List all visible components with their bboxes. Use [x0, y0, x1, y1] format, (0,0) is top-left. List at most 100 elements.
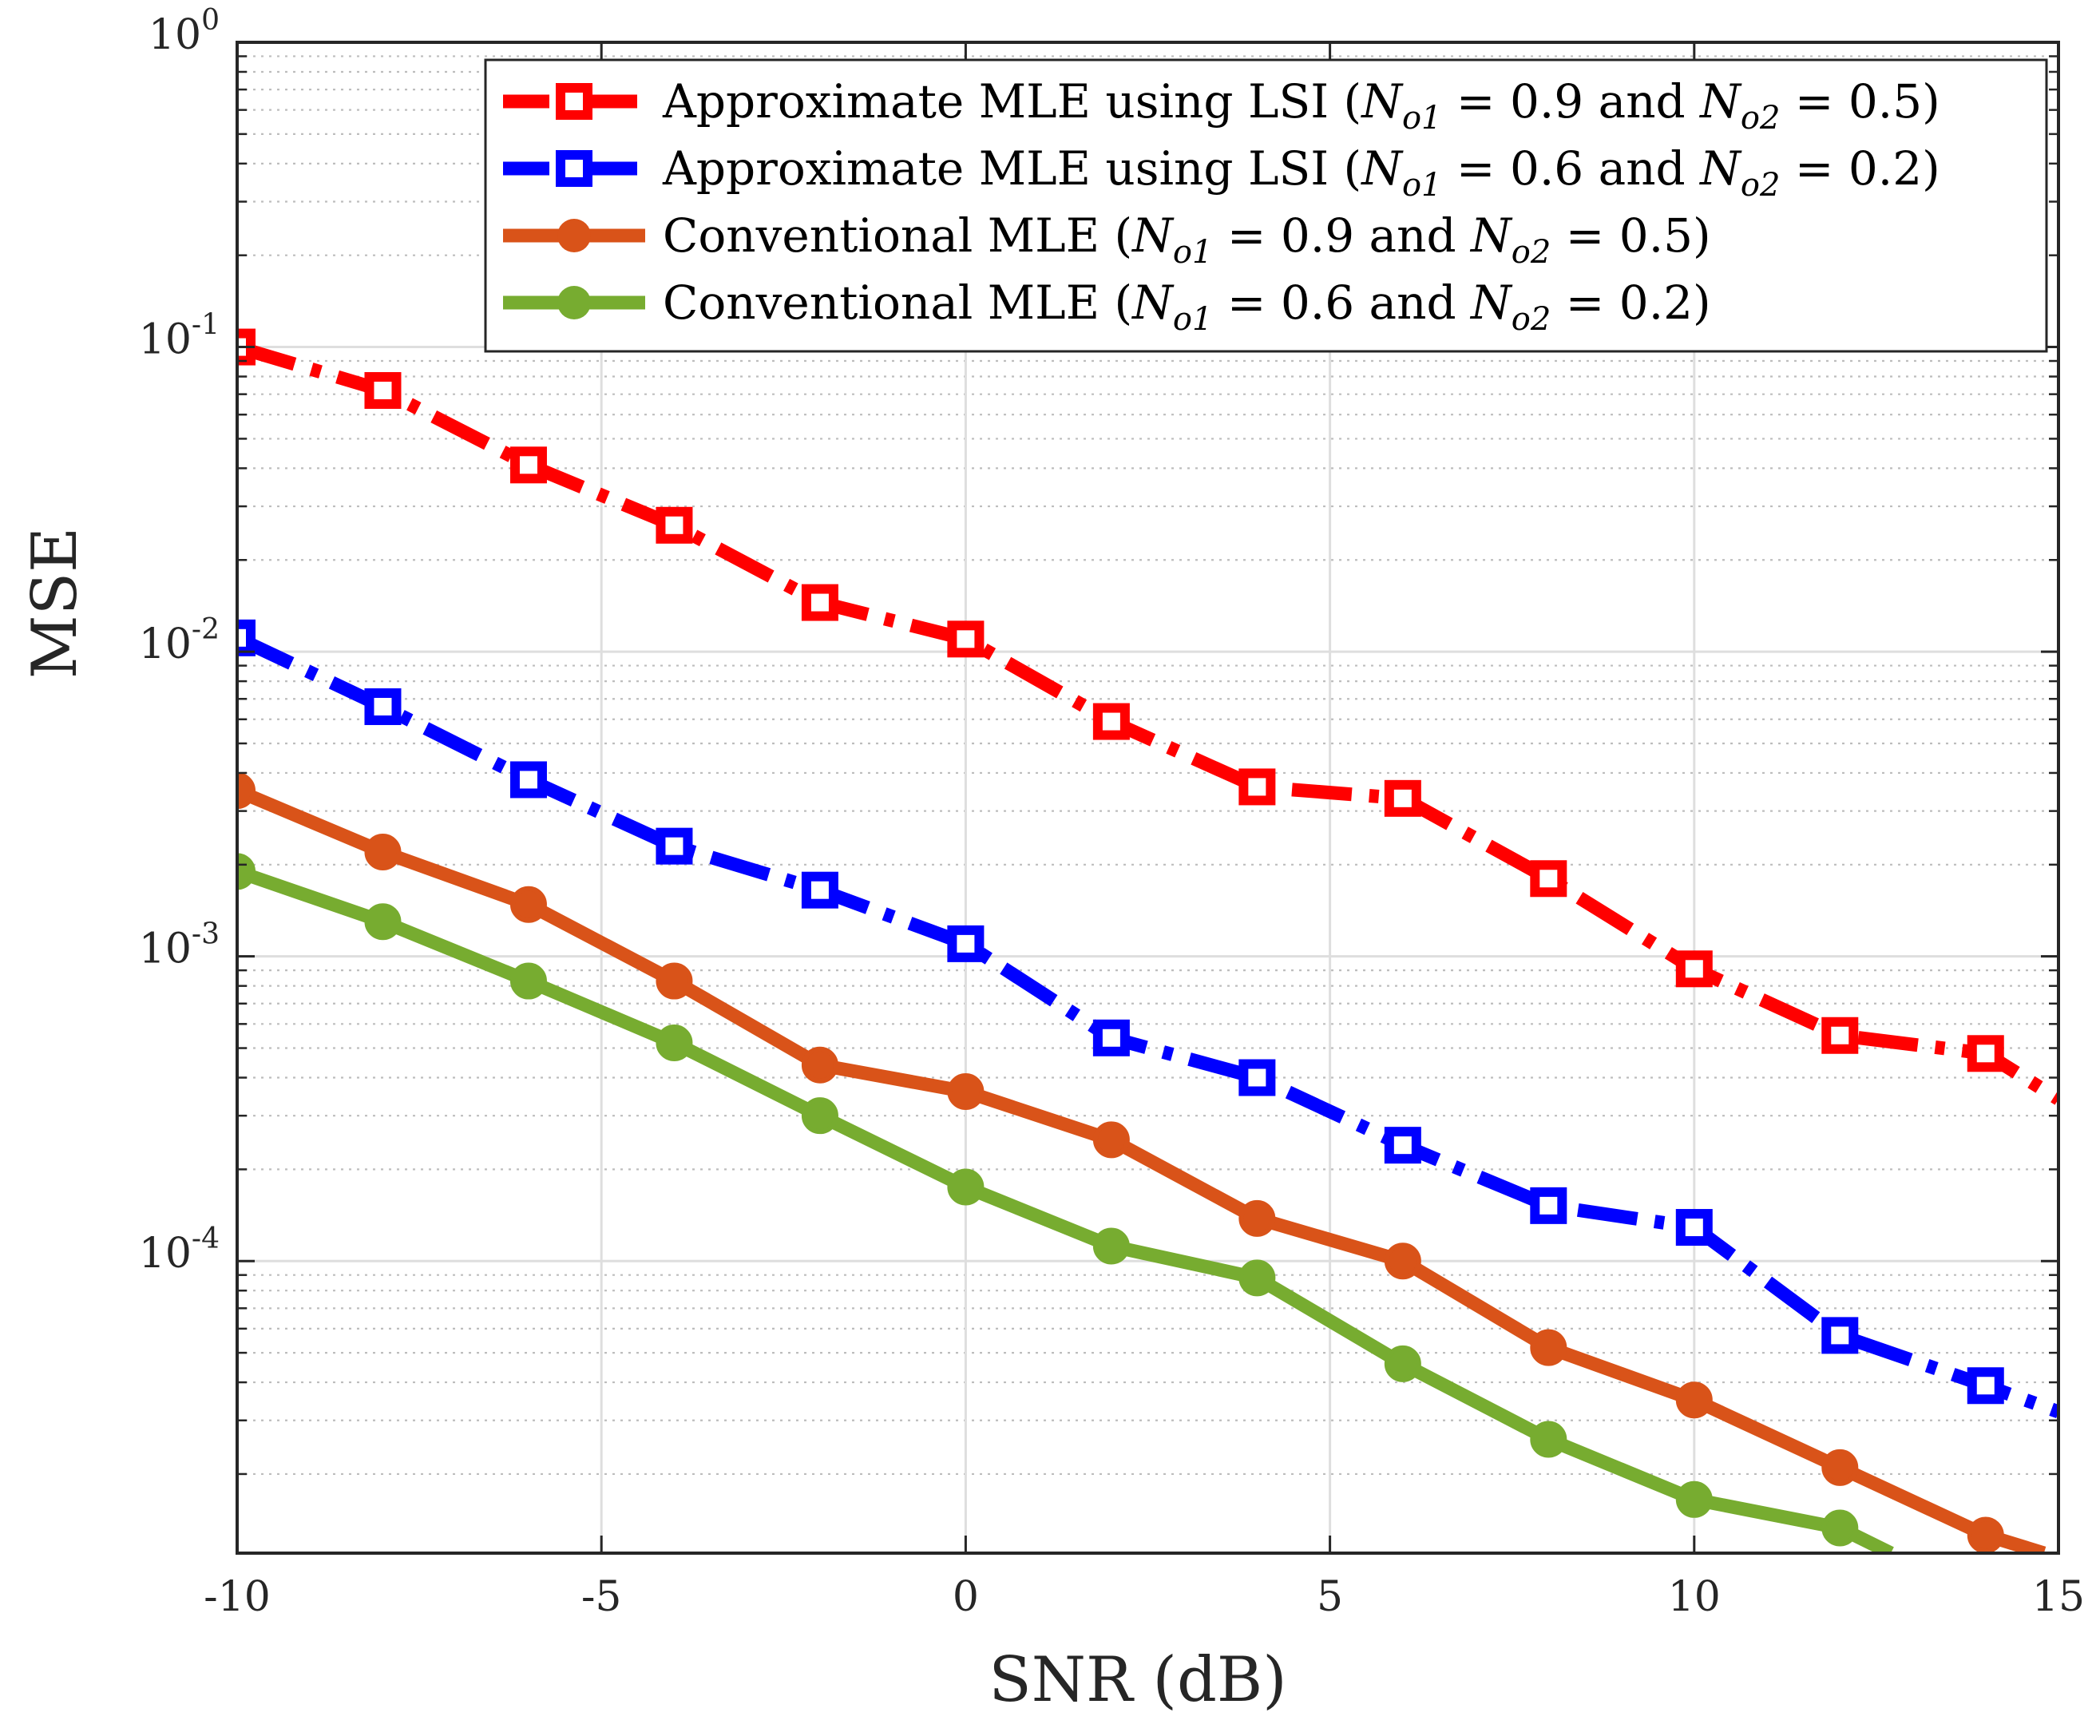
legend-text-part: N: [1131, 275, 1175, 330]
legend-text-part: N: [1698, 74, 1742, 129]
plot-area: -10 -5 0 5 10 1510010-110-210-310-4Approximat…: [139, 4, 2085, 1621]
data-point-square: [1675, 1209, 1713, 1247]
legend: Approximate MLE using LSI (No1 = 0.9 and…: [484, 58, 2048, 353]
legend-text-part: = 0.9 and: [1441, 74, 1700, 129]
data-point-square: [1821, 1017, 1859, 1054]
legend-text-part: = 0.5): [1551, 208, 1710, 263]
x-tick-label: 5: [1317, 1573, 1343, 1621]
y-tick-exponent: -1: [192, 309, 220, 342]
data-point-circle: [1530, 1421, 1567, 1458]
data-point-square: [801, 584, 838, 621]
legend-text-part: N: [1131, 208, 1175, 263]
legend-label-1: Approximate MLE using LSI (No1 = 0.9 and…: [662, 74, 1940, 137]
legend-text-part: o1: [1173, 301, 1213, 338]
x-tick-label: -10: [204, 1573, 271, 1621]
legend-text-part: o2: [1741, 100, 1781, 137]
data-point-circle: [1092, 1121, 1130, 1159]
data-point-square: [656, 506, 693, 544]
y-tick-base: 10: [139, 1230, 192, 1278]
legend-text-part: o2: [1512, 301, 1551, 338]
legend-text-part: Approximate MLE using LSI (: [662, 141, 1361, 196]
legend-text-part: o2: [1512, 234, 1551, 271]
data-point-circle: [1821, 1509, 1859, 1547]
data-point-square: [1092, 703, 1130, 740]
legend-marker-circle: [557, 286, 591, 319]
data-point-square: [1675, 950, 1713, 988]
data-point-circle: [1675, 1381, 1713, 1419]
legend-text-part: o1: [1173, 234, 1213, 271]
legend-marker-square: [556, 150, 592, 187]
data-point-circle: [1821, 1449, 1859, 1486]
data-point-square: [1967, 1035, 2004, 1072]
data-point-square: [1092, 1019, 1130, 1056]
data-point-square: [1238, 768, 1276, 806]
legend-text-part: = 0.2): [1551, 275, 1710, 330]
data-point-circle: [1967, 1516, 2004, 1553]
data-point-circle: [1675, 1480, 1713, 1518]
data-point-circle: [1384, 1243, 1421, 1280]
data-point-square: [364, 371, 402, 409]
legend-text-part: N: [1469, 275, 1513, 330]
legend-label-4: Conventional MLE (No1 = 0.6 and No2 = 0.…: [663, 275, 1711, 338]
data-point-square: [509, 761, 547, 799]
legend-label-2: Approximate MLE using LSI (No1 = 0.6 and…: [662, 141, 1940, 204]
legend-marker-circle: [557, 219, 591, 252]
legend-label-3: Conventional MLE (No1 = 0.9 and No2 = 0.…: [663, 208, 1711, 271]
data-point-circle: [509, 886, 547, 923]
y-tick-exponent: -4: [192, 1223, 220, 1255]
data-point-square: [237, 619, 256, 656]
legend-text-part: = 0.2): [1780, 141, 1940, 196]
data-point-circle: [801, 1097, 838, 1135]
series-line-2: [237, 632, 2058, 1419]
y-tick-label: 10-4: [139, 1223, 220, 1278]
data-point-circle: [1238, 1199, 1276, 1237]
legend-text-part: o2: [1741, 167, 1781, 204]
legend-box: [484, 58, 2048, 353]
data-point-circle: [947, 1168, 985, 1206]
x-axis-title: SNR (dB): [989, 1644, 1286, 1716]
y-tick-exponent: -2: [192, 613, 220, 646]
legend-text-part: = 0.6 and: [1212, 275, 1471, 330]
data-point-circle: [237, 853, 256, 890]
data-point-circle: [1092, 1227, 1130, 1265]
series-line-3: [237, 784, 2047, 1553]
data-point-circle: [364, 903, 402, 941]
y-tick-label: 10-2: [139, 613, 220, 668]
x-tick-label: 15: [2032, 1573, 2085, 1621]
legend-text-part: = 0.5): [1780, 74, 1940, 129]
data-point-circle: [364, 834, 402, 871]
y-axis-title: MSE: [19, 527, 91, 679]
data-point-square: [1821, 1317, 1859, 1354]
series-line-1: [237, 340, 2058, 1105]
y-tick-label: 10-3: [139, 918, 220, 973]
legend-text-part: Approximate MLE using LSI (: [662, 74, 1361, 129]
data-point-circle: [1238, 1259, 1276, 1297]
y-tick-exponent: -3: [192, 918, 220, 951]
legend-text-part: N: [1360, 74, 1404, 129]
data-point-circle: [947, 1072, 985, 1110]
legend-text-part: Conventional MLE (: [663, 275, 1132, 330]
data-point-square: [509, 446, 547, 484]
data-point-square: [1530, 860, 1567, 898]
y-tick-label: 100: [149, 4, 220, 59]
data-point-circle: [801, 1046, 838, 1084]
legend-text-part: N: [1469, 208, 1513, 263]
series-group: [237, 328, 2058, 1553]
data-point-square: [947, 620, 985, 658]
legend-text-part: N: [1698, 141, 1742, 196]
y-tick-base: 10: [139, 620, 192, 668]
data-point-square: [364, 688, 402, 725]
data-point-circle: [1384, 1345, 1421, 1382]
y-tick-base: 10: [149, 11, 201, 59]
legend-text-part: N: [1360, 141, 1404, 196]
data-point-square: [947, 925, 985, 962]
data-point-square: [656, 827, 693, 865]
axes-frame: [236, 41, 2060, 1555]
legend-text-part: = 0.9 and: [1212, 208, 1471, 263]
data-point-circle: [656, 1025, 693, 1062]
y-tick-base: 10: [139, 925, 192, 973]
y-tick-base: 10: [139, 316, 192, 364]
data-point-square: [1238, 1059, 1276, 1096]
data-point-circle: [656, 962, 693, 1000]
